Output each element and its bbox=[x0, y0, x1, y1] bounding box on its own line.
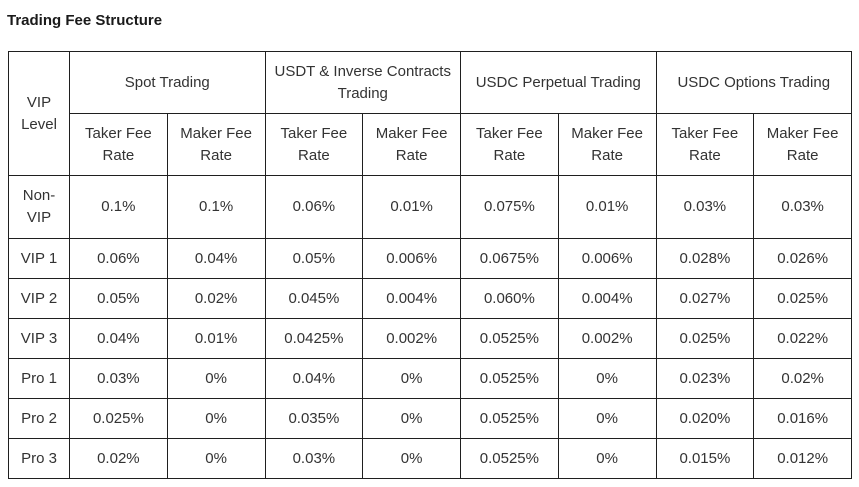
fee-rate-cell: 0% bbox=[166, 358, 266, 399]
fee-rate-cell: 0.04% bbox=[166, 238, 266, 279]
vip-level-cell: Pro 3 bbox=[8, 438, 70, 479]
fee-rate-cell: 0.075% bbox=[460, 175, 559, 239]
vip-level-cell: Pro 1 bbox=[8, 358, 70, 399]
page-title: Trading Fee Structure bbox=[7, 12, 163, 29]
table-row: Pro 1 0.03% 0% 0.04% 0% 0.0525% 0% 0.023% 0.02% bbox=[8, 358, 853, 399]
fee-rate-cell: 0.002% bbox=[362, 318, 461, 359]
fee-rate-cell: 0.05% bbox=[69, 278, 168, 319]
vip-level-cell: Non-VIP bbox=[8, 175, 70, 239]
fee-rate-cell: 0% bbox=[557, 438, 657, 479]
fee-rate-cell: 0.1% bbox=[69, 175, 168, 239]
fee-rate-cell: 0.01% bbox=[557, 175, 657, 239]
fee-rate-cell: 0.012% bbox=[753, 438, 853, 479]
fee-rate-cell: 0.0525% bbox=[460, 318, 559, 359]
fee-rate-cell: 0.015% bbox=[655, 438, 755, 479]
vip-level-cell: VIP 1 bbox=[8, 238, 70, 279]
taker-fee-rate-header-usdt-inverse: Taker Fee Rate bbox=[264, 113, 364, 176]
fee-rate-cell: 0.022% bbox=[753, 318, 853, 359]
fee-rate-cell: 0.035% bbox=[264, 398, 364, 439]
fee-rate-cell: 0.05% bbox=[264, 238, 364, 279]
maker-fee-rate-header-usdc-perpetual: Maker Fee Rate bbox=[557, 113, 657, 176]
fee-rate-cell: 0.004% bbox=[362, 278, 461, 319]
fee-rate-cell: 0.06% bbox=[264, 175, 364, 239]
header-row-groups: VIP Level Spot Trading USDT & Inverse Co… bbox=[8, 51, 853, 176]
fee-rate-cell: 0.004% bbox=[557, 278, 657, 319]
header-row-fee-types: Taker Fee Rate Maker Fee Rate Taker Fee Ra… bbox=[9, 113, 853, 176]
vip-level-cell: VIP 3 bbox=[8, 318, 70, 359]
fee-rate-cell: 0.03% bbox=[264, 438, 364, 479]
fee-rate-cell: 0% bbox=[557, 398, 657, 439]
fee-rate-cell: 0.02% bbox=[69, 438, 168, 479]
group-header-spot: Spot Trading bbox=[69, 51, 266, 114]
fee-rate-cell: 0.060% bbox=[460, 278, 559, 319]
fee-rate-cell: 0% bbox=[362, 438, 461, 479]
table-row: VIP 1 0.06% 0.04% 0.05% 0.006% 0.0675% 0.006% 0… bbox=[8, 238, 853, 279]
fee-rate-cell: 0.06% bbox=[69, 238, 168, 279]
fee-rate-cell: 0% bbox=[362, 398, 461, 439]
fee-rate-cell: 0.002% bbox=[557, 318, 657, 359]
taker-fee-rate-header-spot: Taker Fee Rate bbox=[69, 113, 168, 176]
group-header-usdc-perpetual: USDC Perpetual Trading bbox=[460, 51, 657, 114]
fee-rate-cell: 0.01% bbox=[362, 175, 461, 239]
fee-rate-cell: 0.0425% bbox=[264, 318, 364, 359]
fee-rate-cell: 0.025% bbox=[69, 398, 168, 439]
vip-level-header: VIP Level bbox=[8, 51, 70, 176]
fee-rate-cell: 0.027% bbox=[655, 278, 755, 319]
fee-rate-cell: 0.03% bbox=[753, 175, 853, 239]
table-row: Pro 3 0.02% 0% 0.03% 0% 0.0525% 0% 0.015% 0.012% bbox=[8, 438, 853, 479]
fee-rate-cell: 0.025% bbox=[753, 278, 853, 319]
fee-rate-cell: 0% bbox=[166, 438, 266, 479]
maker-fee-rate-header-usdt-inverse: Maker Fee Rate bbox=[362, 113, 461, 176]
fee-rate-cell: 0.020% bbox=[655, 398, 755, 439]
fee-rate-cell: 0.0525% bbox=[460, 358, 559, 399]
fee-rate-cell: 0.02% bbox=[753, 358, 853, 399]
group-header-usdc-options: USDC Options Trading bbox=[655, 51, 853, 114]
fee-table-body: Non-VIP 0.1% 0.1% 0.06% 0.01% 0.075% 0.01% 0.03… bbox=[8, 175, 853, 479]
fee-table: VIP Level Spot Trading USDT & Inverse Co… bbox=[8, 51, 853, 479]
fee-rate-cell: 0.04% bbox=[264, 358, 364, 399]
table-row: VIP 2 0.05% 0.02% 0.045% 0.004% 0.060% 0.004% 0… bbox=[8, 278, 853, 319]
fee-rate-cell: 0.0525% bbox=[460, 398, 559, 439]
fee-rate-cell: 0.023% bbox=[655, 358, 755, 399]
fee-rate-cell: 0.006% bbox=[557, 238, 657, 279]
fee-rate-cell: 0.006% bbox=[362, 238, 461, 279]
fee-rate-cell: 0.028% bbox=[655, 238, 755, 279]
table-row: VIP 3 0.04% 0.01% 0.0425% 0.002% 0.0525% 0.002… bbox=[8, 318, 853, 359]
fee-rate-cell: 0.04% bbox=[69, 318, 168, 359]
vip-level-cell: Pro 2 bbox=[8, 398, 70, 439]
fee-rate-cell: 0.045% bbox=[264, 278, 364, 319]
fee-rate-cell: 0.016% bbox=[753, 398, 853, 439]
taker-fee-rate-header-usdc-options: Taker Fee Rate bbox=[655, 113, 755, 176]
fee-rate-cell: 0.1% bbox=[166, 175, 266, 239]
fee-rate-cell: 0.01% bbox=[166, 318, 266, 359]
vip-level-cell: VIP 2 bbox=[8, 278, 70, 319]
fee-rate-cell: 0.025% bbox=[655, 318, 755, 359]
taker-fee-rate-header-usdc-perpetual: Taker Fee Rate bbox=[460, 113, 559, 176]
maker-fee-rate-header-usdc-options: Maker Fee Rate bbox=[753, 113, 853, 176]
fee-rate-cell: 0.0675% bbox=[460, 238, 559, 279]
fee-rate-cell: 0.026% bbox=[753, 238, 853, 279]
fee-rate-cell: 0.0525% bbox=[460, 438, 559, 479]
fee-rate-cell: 0.03% bbox=[655, 175, 755, 239]
maker-fee-rate-header-spot: Maker Fee Rate bbox=[166, 113, 266, 176]
fee-rate-cell: 0% bbox=[362, 358, 461, 399]
fee-rate-cell: 0.02% bbox=[166, 278, 266, 319]
group-header-usdt-inverse: USDT & Inverse Contracts Trading bbox=[264, 51, 461, 114]
fee-rate-cell: 0% bbox=[166, 398, 266, 439]
table-row: Non-VIP 0.1% 0.1% 0.06% 0.01% 0.075% 0.01% 0.03… bbox=[8, 175, 853, 239]
table-row: Pro 2 0.025% 0% 0.035% 0% 0.0525% 0% 0.020% 0.01… bbox=[8, 398, 853, 439]
fee-rate-cell: 0% bbox=[557, 358, 657, 399]
fee-rate-cell: 0.03% bbox=[69, 358, 168, 399]
